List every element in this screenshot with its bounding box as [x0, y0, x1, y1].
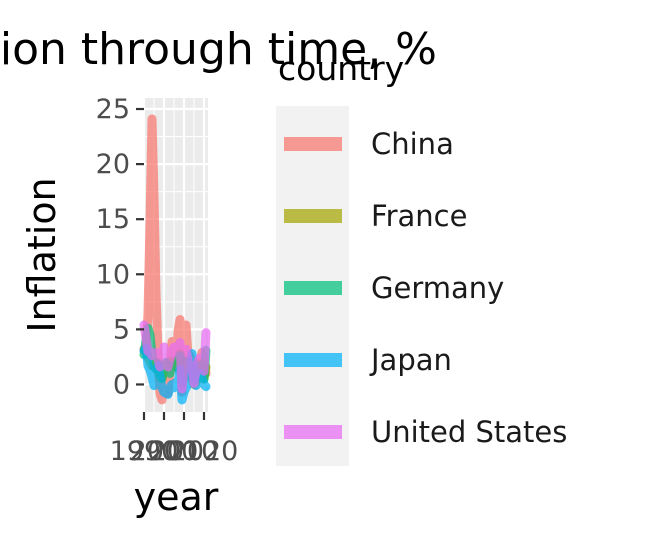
- y-axis-title: Inflation: [20, 177, 64, 332]
- legend-label-united-states: United States: [371, 415, 567, 449]
- y-tick-label: 5: [113, 314, 130, 345]
- legend-key-japan: [284, 353, 342, 367]
- y-tick-label: 15: [96, 204, 130, 235]
- x-tick-label: 2010: [150, 436, 219, 467]
- series-lines: [139, 114, 211, 405]
- y-tick-label: 10: [96, 259, 130, 290]
- legend-key-germany: [284, 281, 342, 295]
- x-tick-label: 1990: [110, 436, 179, 467]
- legend-key-france: [284, 209, 342, 223]
- x-tick-label: 2020: [170, 436, 239, 467]
- legend-key-united-states: [284, 425, 342, 439]
- chart-title: Inflation through time, %: [0, 24, 437, 75]
- x-axis-title: year: [134, 475, 219, 519]
- legend-label-japan: Japan: [369, 343, 452, 377]
- y-tick-label: 20: [96, 149, 130, 180]
- series-line-united-states: [139, 320, 211, 394]
- y-tick-label: 0: [113, 369, 130, 400]
- legend-label-germany: Germany: [371, 271, 504, 305]
- legend-label-china: China: [371, 127, 454, 161]
- legend-key-china: [284, 137, 342, 151]
- legend-label-france: France: [371, 199, 467, 233]
- legend-entries: China France Germany Japan United States: [284, 127, 567, 449]
- y-tick-label: 25: [96, 94, 130, 125]
- x-tick-label: 2000: [130, 436, 199, 467]
- legend-title: country: [278, 49, 404, 88]
